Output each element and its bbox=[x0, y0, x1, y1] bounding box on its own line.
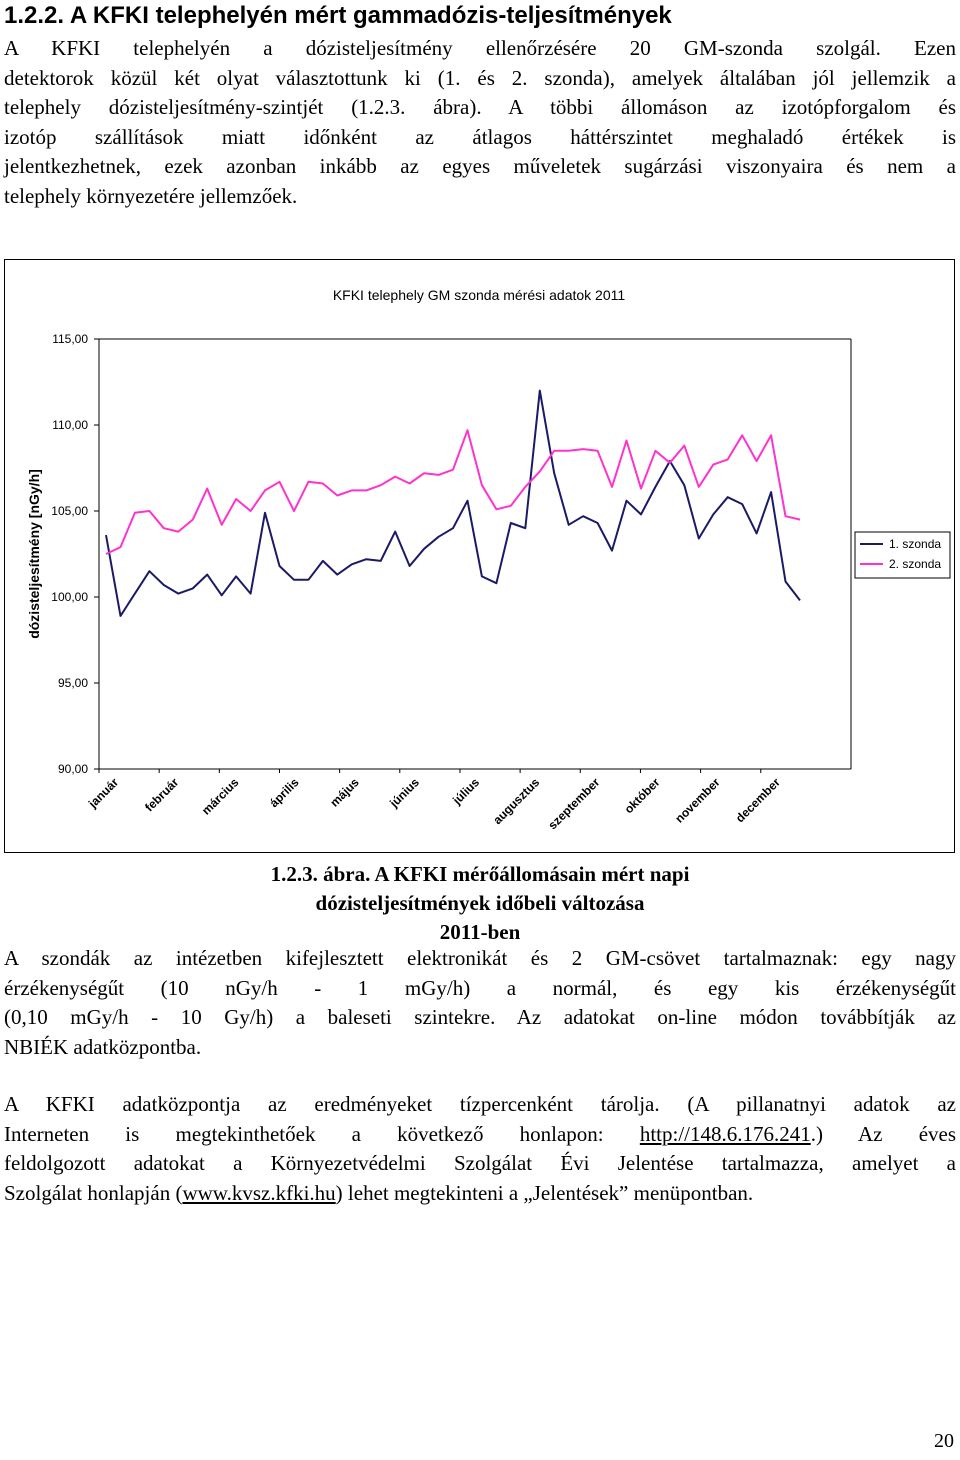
probe-paragraph: A szondák az intézetben kifejlesztett el… bbox=[4, 944, 956, 1062]
x-tick-label: október bbox=[622, 775, 663, 816]
text-line: Interneten is megtekinthetőek a következ… bbox=[4, 1120, 956, 1150]
y-tick-label: 90,00 bbox=[58, 762, 88, 776]
x-tick-label: február bbox=[142, 775, 181, 814]
caption-line: 2011-ben bbox=[439, 920, 521, 944]
data-url-link[interactable]: http://148.6.176.241 bbox=[639, 1121, 811, 1146]
x-tick-label: július bbox=[449, 775, 482, 808]
x-tick-label: augusztus bbox=[490, 775, 542, 827]
text-line: NBIÉK adatközpontba. bbox=[4, 1034, 202, 1059]
legend-label-2: 2. szonda bbox=[889, 557, 941, 571]
text-segment: .) Az éves bbox=[810, 1121, 957, 1146]
text-line: detektorok közül két olyat választottunk… bbox=[4, 65, 956, 90]
text-segment: Szolgálat honlapján ( bbox=[4, 1180, 183, 1205]
datacenter-paragraph: A KFKI adatközpontja az eredményeket tíz… bbox=[4, 1090, 956, 1208]
website-link[interactable]: www.kvsz.kfki.hu bbox=[182, 1180, 336, 1205]
x-tick-label: május bbox=[327, 775, 362, 810]
x-tick-label: november bbox=[672, 775, 723, 826]
chart-title: KFKI telephely GM szonda mérési adatok 2… bbox=[333, 287, 626, 303]
text-line: A KFKI adatközpontja az eredményeket tíz… bbox=[4, 1092, 956, 1116]
y-tick-label: 100,00 bbox=[51, 590, 88, 604]
y-tick-label: 105,00 bbox=[51, 504, 88, 518]
text-line: érzékenységűt (10 nGy/h - 1 mGy/h) a nor… bbox=[4, 975, 956, 1000]
chart-frame: KFKI telephely GM szonda mérési adatok 2… bbox=[4, 259, 955, 853]
page-number: 20 bbox=[934, 1430, 954, 1452]
text-line: A KFKI telephelyén a dózisteljesítmény e… bbox=[4, 36, 956, 60]
intro-paragraph: A KFKI telephelyén a dózisteljesítmény e… bbox=[4, 34, 956, 211]
text-line: (0,10 mGy/h - 10 Gy/h) a baleseti szinte… bbox=[4, 1005, 956, 1029]
legend-box bbox=[854, 531, 951, 579]
y-tick-label: 115,00 bbox=[52, 332, 88, 346]
figure-caption: 1.2.3. ábra. A KFKI mérőállomásain mért … bbox=[200, 860, 760, 947]
text-line: A szondák az intézetben kifejlesztett el… bbox=[4, 946, 956, 970]
text-line: telephely dózisteljesítmény-szintjét (1.… bbox=[4, 95, 956, 119]
text-line: jelentkezhetnek, ezek azonban inkább az … bbox=[4, 154, 956, 178]
series-line-2 bbox=[105, 429, 801, 555]
caption-line: 1.2.3. ábra. A KFKI mérőállomásain mért … bbox=[270, 862, 690, 915]
x-tick-label: június bbox=[386, 775, 422, 811]
x-tick-label: január bbox=[85, 775, 121, 811]
text-segment: Interneten is megtekinthetőek a következ… bbox=[4, 1121, 640, 1146]
y-tick-label: 95,00 bbox=[58, 676, 88, 690]
x-tick-label: december bbox=[733, 775, 783, 825]
x-tick-label: szeptember bbox=[545, 775, 602, 832]
legend-label-1: 1. szonda bbox=[889, 537, 941, 551]
text-line: feldolgozott adatokat a Környezetvédelmi… bbox=[4, 1151, 956, 1175]
series-line-1 bbox=[105, 389, 801, 617]
x-tick-label: április bbox=[267, 775, 302, 810]
text-line: telephely környezetére jellemzőek. bbox=[4, 183, 298, 208]
y-axis-label: dózisteljesítmény [nGy/h] bbox=[26, 469, 42, 639]
text-segment: ) lehet megtekinteni a „Jelentések” menü… bbox=[335, 1180, 754, 1205]
y-tick-label: 110,00 bbox=[52, 418, 88, 432]
text-line: Szolgálat honlapján (www.kvsz.kfki.hu) l… bbox=[4, 1179, 956, 1209]
x-tick-label: március bbox=[199, 775, 242, 818]
line-chart: KFKI telephely GM szonda mérési adatok 2… bbox=[26, 287, 951, 832]
text-line: izotóp szállítások miatt időnként az átl… bbox=[4, 124, 956, 149]
section-heading: 1.2.2. A KFKI telephelyén mért gammadózi… bbox=[4, 2, 672, 29]
